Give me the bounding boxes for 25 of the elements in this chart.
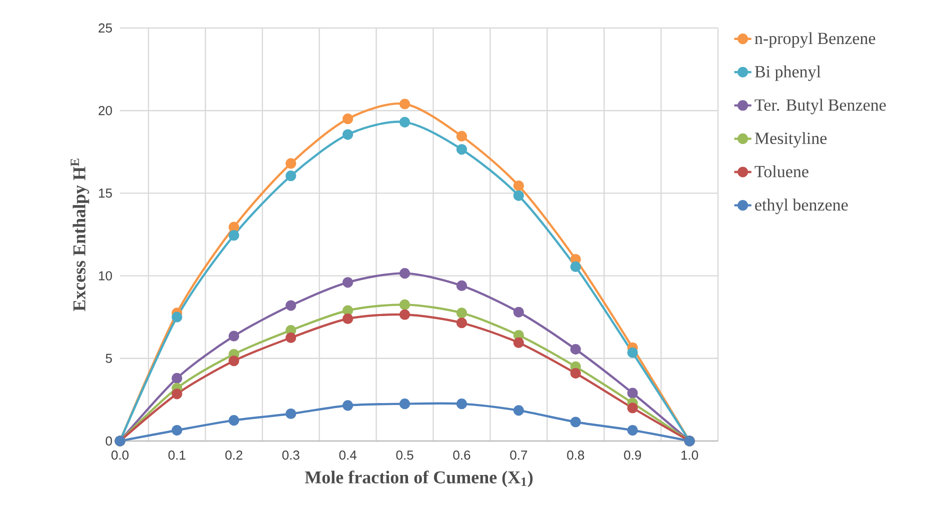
x-tick-label: 0.7 <box>510 450 528 460</box>
y-tick-label: 10 <box>99 271 112 280</box>
x-tick-label: 0.8 <box>567 450 584 460</box>
x-tick-label: 0.5 <box>396 450 414 460</box>
legend-label: Toluene <box>754 165 808 178</box>
x-axis-title: Mole fraction of Cumene (X$_{1}$) <box>304 470 533 488</box>
y-tick-label: 20 <box>98 106 112 116</box>
x-tick-label: 0.0 <box>111 450 129 460</box>
legend-label: ethyl benzene <box>755 198 848 214</box>
y-tick-label: 5 <box>106 354 112 363</box>
x-tick-label: 0.4 <box>339 450 356 460</box>
legend-label: Ter. Butyl Benzene <box>754 98 886 114</box>
x-tick-label: 0.3 <box>282 450 300 460</box>
x-tick-label: 1.0 <box>681 450 698 460</box>
x-tick-label: 0.9 <box>624 450 642 460</box>
legend-label: n-propyl Benzene <box>754 32 876 48</box>
legend-label: Mesityline <box>754 132 827 148</box>
y-axis-title: Excess Enthalpy H$^{E}$ <box>70 158 90 312</box>
y-tick-label: 15 <box>99 188 112 198</box>
y-tick-label: 25 <box>98 23 112 33</box>
x-tick-label: 0.2 <box>225 450 242 460</box>
x-tick-label: 0.1 <box>168 450 186 460</box>
legend-label: Bi phenyl <box>754 66 821 81</box>
x-tick-label: 0.6 <box>453 450 470 460</box>
y-tick-label: 0 <box>106 436 112 446</box>
